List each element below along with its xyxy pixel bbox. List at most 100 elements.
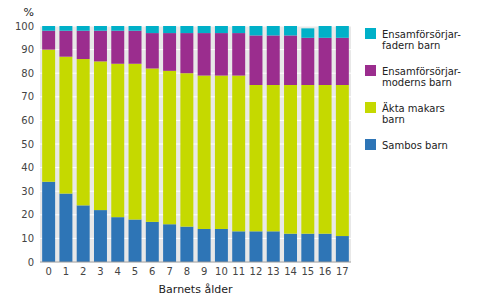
legend: Ensamförsörjar-fadern barn Ensamförsörjar…	[365, 28, 461, 151]
bar	[232, 231, 245, 262]
bar	[129, 64, 142, 220]
bar	[94, 61, 107, 210]
y-tick-label: 70	[21, 91, 34, 102]
y-axis-label: %	[24, 6, 34, 19]
bar	[146, 26, 159, 33]
y-tick-label: 20	[21, 209, 34, 220]
bar	[180, 227, 193, 262]
x-tick-label: 12	[250, 266, 263, 277]
x-tick-label: 0	[45, 266, 51, 277]
bar	[284, 85, 297, 234]
bar	[284, 35, 297, 85]
x-tick-label: 8	[184, 266, 190, 277]
legend-label: Sambos barn	[382, 140, 448, 151]
bar	[111, 217, 124, 262]
x-axis-label: Barnets ålder	[159, 283, 233, 296]
bar	[198, 33, 211, 75]
bar	[129, 220, 142, 262]
bar	[215, 229, 228, 262]
bar	[249, 35, 262, 85]
bar	[267, 35, 280, 85]
bar	[336, 38, 349, 85]
bar	[215, 76, 228, 229]
bar	[111, 31, 124, 64]
bar	[215, 33, 228, 75]
bar	[336, 26, 349, 38]
bar	[284, 234, 297, 262]
bar	[249, 85, 262, 231]
plot-background	[40, 26, 351, 262]
x-tick-label: 1	[63, 266, 69, 277]
bar	[319, 234, 332, 262]
bar	[146, 68, 159, 221]
bar	[319, 85, 332, 234]
bar	[42, 26, 55, 31]
x-tick-label: 15	[301, 266, 314, 277]
legend-label: Äkta makarsbarn	[382, 102, 445, 126]
bar	[129, 26, 142, 31]
bar	[198, 26, 211, 33]
bar	[146, 33, 159, 68]
y-tick-label: 0	[28, 257, 34, 268]
y-tick-label: 10	[21, 233, 34, 244]
x-tick-label: 11	[232, 266, 245, 277]
legend-swatch	[365, 102, 376, 113]
bar	[319, 26, 332, 38]
bar	[319, 38, 332, 85]
y-tick-label: 80	[21, 68, 34, 79]
x-tick-label: 3	[97, 266, 103, 277]
bar	[232, 26, 245, 33]
y-tick-label: 40	[21, 162, 34, 173]
y-tick-label: 60	[21, 115, 34, 126]
bar	[180, 26, 193, 33]
bars	[42, 26, 349, 262]
bar	[249, 231, 262, 262]
bar	[163, 33, 176, 71]
y-tick-label: 50	[21, 139, 34, 150]
chart: 0102030405060708090100012345678910111213…	[0, 0, 491, 302]
bar	[59, 26, 72, 31]
bar	[180, 73, 193, 226]
bar	[198, 229, 211, 262]
bar	[42, 182, 55, 262]
x-tick-label: 5	[132, 266, 138, 277]
x-tick-label: 4	[115, 266, 121, 277]
x-tick-label: 9	[201, 266, 207, 277]
bar	[129, 31, 142, 64]
bar	[198, 76, 211, 229]
bar	[77, 31, 90, 59]
x-tick-label: 6	[149, 266, 155, 277]
bar	[59, 31, 72, 57]
y-tick-label: 30	[21, 186, 34, 197]
bar	[267, 26, 280, 35]
bar	[59, 194, 72, 262]
bar	[301, 234, 314, 262]
bar	[215, 26, 228, 33]
bar	[267, 231, 280, 262]
bar	[146, 222, 159, 262]
grid-line	[40, 262, 351, 263]
legend-swatch	[365, 65, 376, 76]
bar	[301, 28, 314, 37]
bar	[77, 26, 90, 31]
bar	[163, 71, 176, 224]
bar	[301, 38, 314, 85]
bar	[111, 26, 124, 31]
bar	[42, 50, 55, 182]
bar	[94, 26, 107, 31]
bar	[232, 33, 245, 75]
x-tick-label: 2	[80, 266, 86, 277]
bar	[163, 26, 176, 33]
x-tick-label: 17	[336, 266, 349, 277]
bar	[249, 26, 262, 35]
legend-label: Ensamförsörjar-fadern barn	[382, 29, 461, 52]
y-tick-label: 90	[21, 44, 34, 55]
bar	[59, 57, 72, 194]
bar	[163, 224, 176, 262]
bar	[336, 236, 349, 262]
legend-swatch	[365, 139, 376, 150]
bar	[77, 59, 90, 205]
bar	[77, 205, 90, 262]
legend-label: Ensamförsörjar-moderns barn	[382, 66, 461, 89]
bar	[180, 33, 193, 73]
